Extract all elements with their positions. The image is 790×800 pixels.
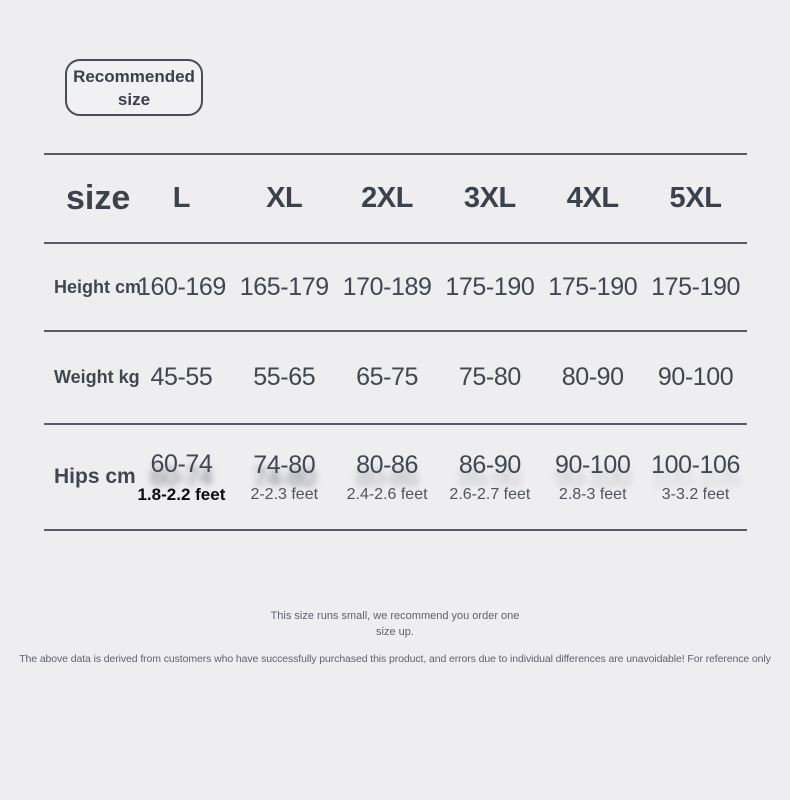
- hips-value-feet-2xl: 2.4-2.6 feet: [346, 485, 428, 503]
- size-table: size L XL 2XL 3XL 4XL 5XL Height cm 160-…: [44, 153, 747, 531]
- height-row: Height cm 160-169 165-179 170-189 175-19…: [44, 244, 747, 332]
- hips-cell-3xl: 86-90 2.6-2.7 feet: [438, 451, 541, 504]
- table-header-row: size L XL 2XL 3XL 4XL 5XL: [44, 155, 747, 244]
- hips-value-cm-xl: 74-80: [253, 450, 316, 479]
- hips-value-cm-2xl: 80-86: [356, 450, 419, 479]
- hips-value-cm-l: 60-74: [150, 449, 213, 478]
- hips-cell-5xl: 100-106 3-3.2 feet: [644, 451, 747, 504]
- hips-value-cm-3xl: 86-90: [458, 450, 521, 479]
- weight-row: Weight kg 45-55 55-65 65-75 75-80 80-90 …: [44, 332, 747, 425]
- hips-value-feet-l: 1.8-2.2 feet: [137, 484, 226, 504]
- hips-cell-l: 60-74 1.8-2.2 feet: [130, 450, 233, 505]
- row-label-height: Height cm: [54, 276, 142, 297]
- recommended-size-badge[interactable]: Recommended size: [65, 59, 203, 116]
- hips-cell-4xl: 90-100 2.8-3 feet: [541, 451, 644, 504]
- height-value-2xl: 170-189: [342, 272, 432, 301]
- hips-value-feet-5xl: 3-3.2 feet: [661, 485, 730, 503]
- weight-value-2xl: 65-75: [356, 363, 419, 391]
- column-header-4xl: 4XL: [566, 182, 619, 214]
- height-value-l: 160-169: [136, 272, 226, 301]
- weight-value-4xl: 80-90: [561, 363, 624, 391]
- weight-value-5xl: 90-100: [657, 363, 734, 391]
- weight-value-xl: 55-65: [253, 363, 316, 391]
- table-corner-label: size: [66, 179, 131, 217]
- column-header-2xl: 2XL: [361, 182, 414, 214]
- weight-value-3xl: 75-80: [458, 363, 521, 391]
- column-header-3xl: 3XL: [463, 182, 516, 214]
- height-value-4xl: 175-190: [548, 272, 638, 301]
- row-label-weight: Weight kg: [54, 367, 140, 387]
- height-value-5xl: 175-190: [651, 272, 741, 301]
- recommended-size-label: Recommended size: [73, 66, 195, 109]
- hips-value-feet-4xl: 2.8-3 feet: [558, 485, 627, 503]
- hips-row: Hips cm 60-74 1.8-2.2 feet 74-80 2-2.3 f…: [44, 425, 747, 531]
- sizing-note: This size runs small, we recommend you o…: [270, 610, 520, 638]
- hips-cell-2xl: 80-86 2.4-2.6 feet: [336, 451, 439, 504]
- hips-value-feet-3xl: 2.6-2.7 feet: [449, 485, 531, 503]
- column-header-l: L: [172, 182, 191, 214]
- hips-value-cm-5xl: 100-106: [651, 450, 741, 479]
- row-label-hips: Hips cm: [54, 465, 136, 488]
- hips-value-feet-xl: 2-2.3 feet: [250, 485, 319, 503]
- sizing-note-container: This size runs small, we recommend you o…: [0, 608, 790, 640]
- disclaimer-note: The above data is derived from customers…: [19, 653, 771, 665]
- height-value-3xl: 175-190: [445, 272, 535, 301]
- hips-value-cm-4xl: 90-100: [555, 450, 631, 479]
- hips-cell-xl: 74-80 2-2.3 feet: [233, 451, 336, 504]
- weight-value-l: 45-55: [150, 363, 213, 391]
- column-header-5xl: 5XL: [669, 182, 722, 214]
- height-value-xl: 165-179: [239, 272, 329, 301]
- column-header-xl: XL: [266, 182, 303, 214]
